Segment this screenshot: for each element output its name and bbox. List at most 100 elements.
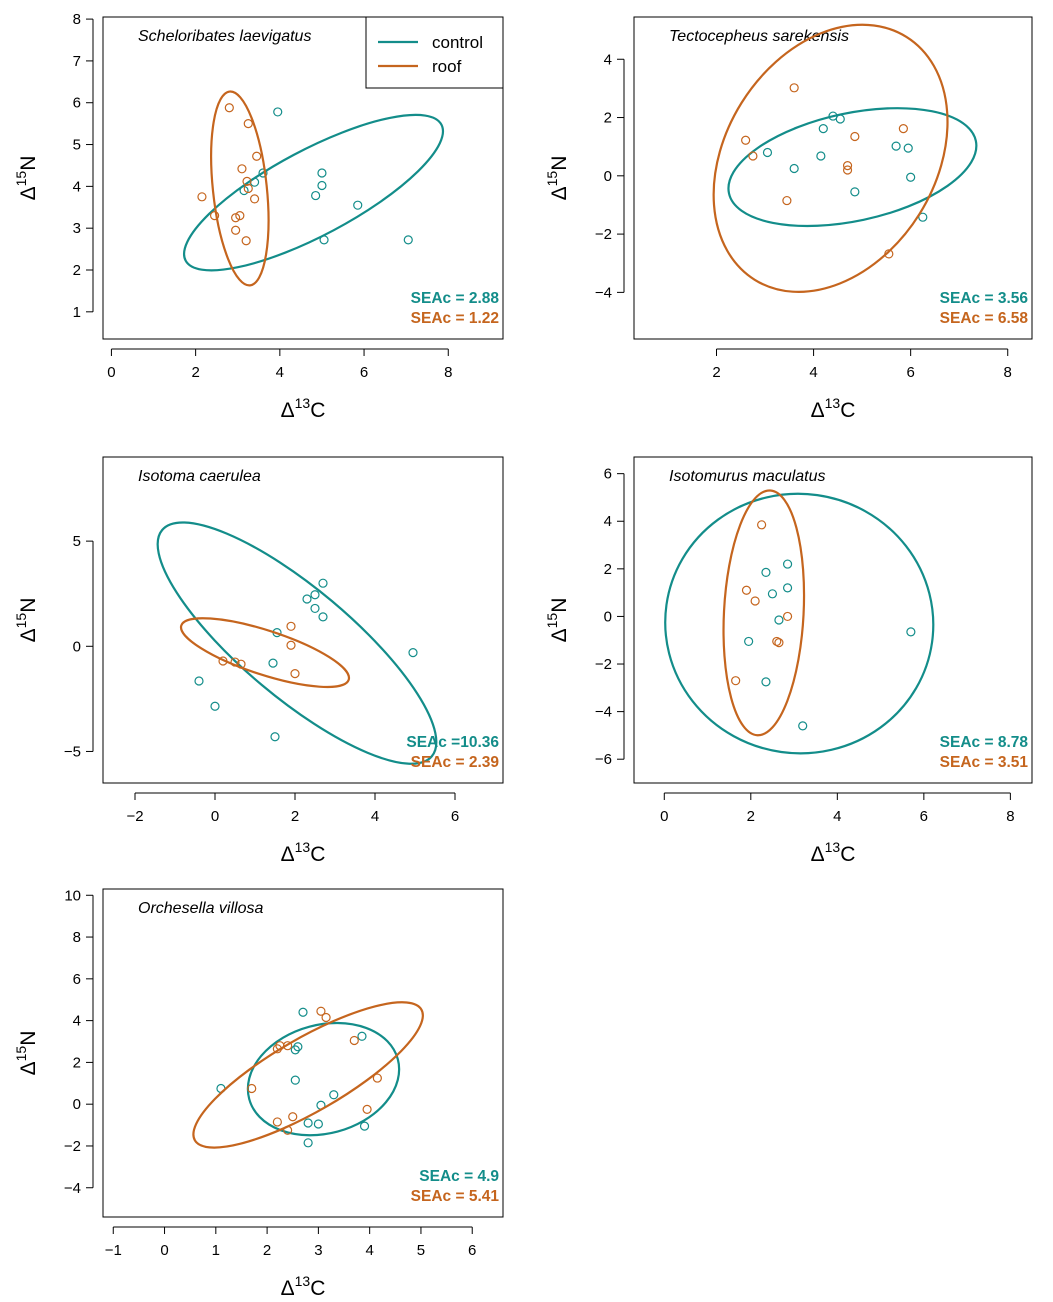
legend-label-roof: roof [432, 57, 462, 76]
y-axis-label-superscript: 15 [13, 613, 29, 629]
x-tick-label: 6 [906, 364, 914, 381]
x-tick-label: 6 [468, 1242, 476, 1259]
x-axis-label-superscript: 13 [295, 395, 311, 411]
control-point [744, 636, 754, 647]
x-axis-label-delta: Δ [281, 399, 295, 422]
roof-point [272, 1044, 282, 1054]
x-axis-label: Δ13C [811, 395, 856, 422]
species-title: Orchesella villosa [138, 900, 263, 917]
roof-point [731, 676, 741, 686]
control-point [903, 143, 913, 153]
roof-point [789, 83, 799, 93]
control-point [273, 107, 283, 117]
roof-point [283, 1125, 293, 1135]
control-point [798, 721, 808, 731]
control-point [767, 589, 778, 599]
control-point [194, 676, 204, 686]
x-axis-label-superscript: 13 [295, 1273, 311, 1289]
control-point [818, 124, 828, 134]
y-axis-label: Δ15N [13, 598, 40, 643]
roof-ellipse [722, 489, 806, 737]
roof-ellipse [712, 23, 949, 293]
control-point [762, 147, 773, 158]
roof-point [884, 249, 894, 259]
x-tick-label: 4 [371, 808, 379, 825]
roof-point [286, 640, 296, 650]
control-point [317, 180, 327, 191]
y-tick-label: 1 [73, 304, 81, 321]
control-point [310, 603, 320, 614]
control-ellipse [246, 1021, 401, 1137]
y-tick-label: 0 [73, 1096, 81, 1113]
y-tick-label: 0 [604, 168, 612, 185]
y-tick-label: 8 [73, 11, 81, 28]
x-axis-label-superscript: 13 [825, 839, 841, 855]
x-tick-label: 8 [444, 364, 452, 381]
control-point [239, 185, 249, 196]
x-axis-label-superscript: 13 [295, 839, 311, 855]
y-tick-label: 7 [73, 53, 81, 70]
roof-point [197, 192, 207, 202]
roof-ellipse [179, 617, 351, 689]
roof-point [247, 1083, 257, 1094]
y-tick-label: −4 [595, 284, 612, 301]
roof-seac-label: SEAc = 1.22 [411, 310, 499, 327]
x-axis-label: Δ13C [811, 839, 856, 866]
roof-point [842, 161, 853, 171]
roof-point [748, 151, 758, 161]
control-ellipse [182, 113, 445, 272]
x-tick-label: 5 [417, 1242, 425, 1259]
control-point [357, 1031, 367, 1041]
control-point [210, 701, 220, 711]
y-axis-label-delta: Δ [17, 186, 40, 200]
control-seac-label: SEAc = 3.56 [940, 290, 1029, 307]
control-point [290, 1075, 300, 1085]
y-tick-label: 2 [73, 262, 81, 279]
y-tick-label: 8 [73, 929, 81, 946]
roof-point [288, 1112, 298, 1122]
y-axis-label-element: N [548, 156, 571, 171]
x-tick-label: 2 [263, 1242, 271, 1259]
x-tick-label: −2 [126, 808, 143, 825]
control-point [319, 235, 329, 245]
x-axis-label-delta: Δ [281, 843, 295, 866]
control-point [891, 141, 901, 151]
control-point [318, 578, 328, 588]
control-point [835, 114, 845, 124]
roof-point [236, 659, 246, 669]
y-tick-label: 2 [73, 1054, 81, 1071]
roof-point [231, 213, 241, 223]
x-tick-label: 0 [160, 1242, 168, 1259]
x-tick-label: 4 [276, 364, 284, 381]
roof-point [209, 211, 220, 221]
x-tick-label: 8 [1006, 808, 1014, 825]
control-point [353, 200, 363, 210]
roof-seac-label: SEAc = 2.39 [411, 754, 500, 771]
y-tick-label: 6 [73, 971, 81, 988]
plot-frame [633, 456, 1033, 784]
control-point [359, 1121, 370, 1131]
y-tick-label: 4 [73, 1013, 81, 1030]
x-tick-label: 4 [365, 1242, 373, 1259]
y-tick-label: 2 [604, 110, 612, 127]
control-point [774, 615, 784, 625]
roof-point [321, 1012, 331, 1023]
roof-seac-label: SEAc = 3.51 [940, 754, 1029, 771]
x-axis-label: Δ13C [281, 1273, 326, 1300]
y-axis-label-superscript: 15 [544, 171, 560, 187]
control-point [303, 1118, 313, 1128]
control-point [782, 583, 793, 593]
y-tick-label: −6 [595, 751, 612, 768]
control-point [249, 177, 260, 187]
x-axis-label-element: C [310, 1277, 325, 1300]
roof-point [290, 669, 300, 679]
control-point [268, 658, 278, 668]
y-axis-label-superscript: 15 [13, 171, 29, 187]
roof-point [249, 194, 260, 204]
roof-point [242, 176, 252, 186]
y-axis-label-element: N [548, 598, 571, 613]
y-axis-label-delta: Δ [17, 628, 40, 642]
